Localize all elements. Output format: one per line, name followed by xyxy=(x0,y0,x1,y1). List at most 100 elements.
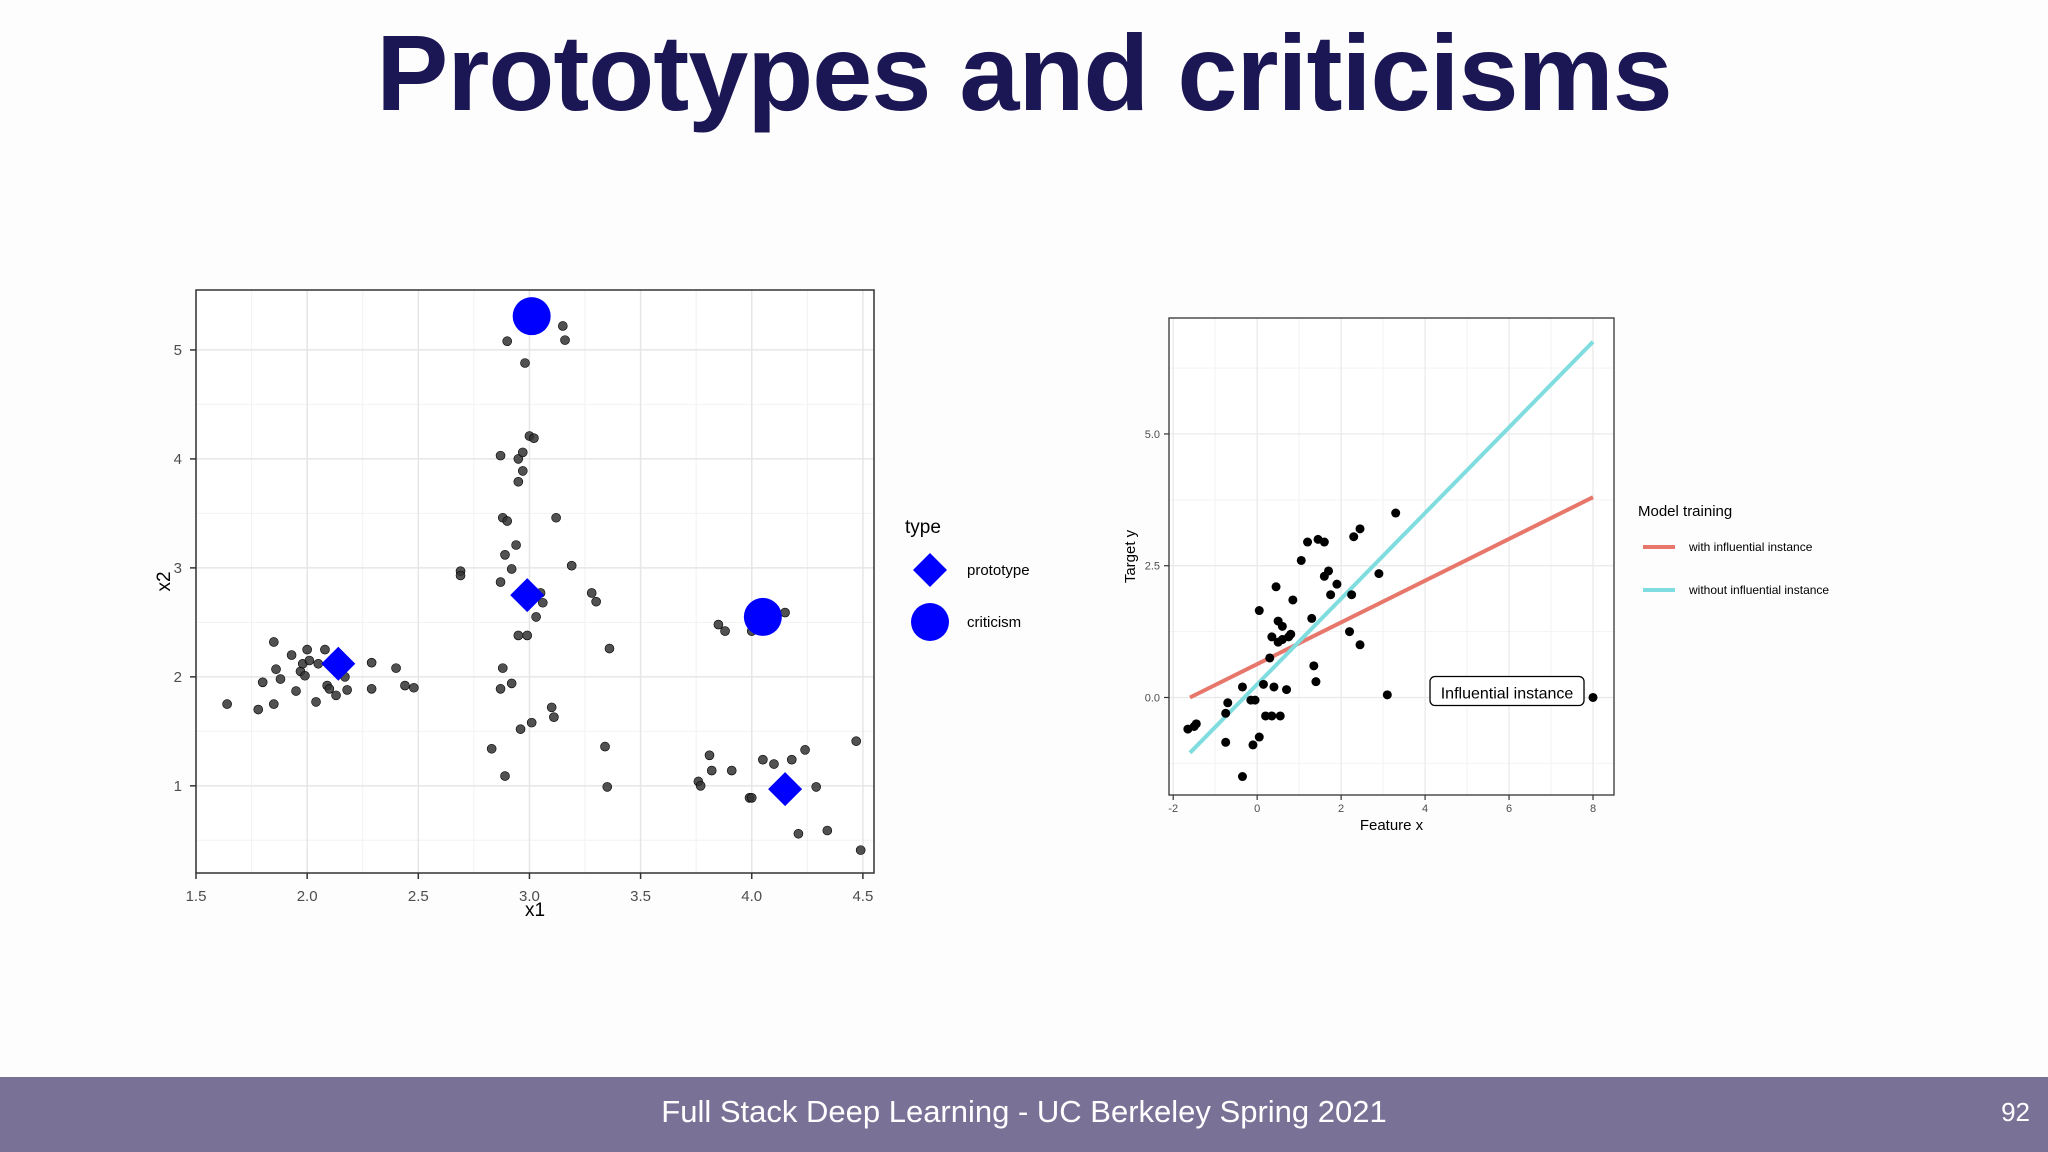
data-point xyxy=(1282,685,1292,695)
data-point xyxy=(286,650,297,660)
data-point xyxy=(1309,661,1319,671)
data-point xyxy=(551,512,561,523)
data-point xyxy=(253,704,264,715)
y-axis-label: Target y xyxy=(1122,529,1139,583)
data-point xyxy=(1326,590,1336,600)
data-point xyxy=(1191,719,1201,729)
data-point xyxy=(1265,653,1275,663)
criticism-marker xyxy=(512,297,551,336)
data-point xyxy=(1324,566,1334,576)
data-point xyxy=(1345,627,1355,637)
data-point xyxy=(1254,732,1264,742)
data-point xyxy=(1267,711,1277,721)
data-point xyxy=(529,433,539,444)
data-point xyxy=(304,655,315,666)
data-point xyxy=(1311,677,1321,687)
data-point xyxy=(500,550,510,560)
legend-red-label: with influential instance xyxy=(1688,540,1813,554)
data-point xyxy=(497,663,508,673)
data-point xyxy=(746,793,757,803)
data-point xyxy=(1237,772,1247,782)
data-point xyxy=(602,782,613,792)
data-point xyxy=(291,686,301,696)
data-point xyxy=(720,626,730,636)
y-tick-label: 2 xyxy=(174,669,182,686)
data-point xyxy=(409,682,419,693)
data-point xyxy=(1374,569,1384,579)
data-point xyxy=(517,447,528,458)
legend-criticism-label: criticism xyxy=(967,614,1021,631)
data-point xyxy=(1382,690,1392,700)
y-axis-label: x2 xyxy=(154,571,175,591)
data-point xyxy=(391,663,401,673)
data-point xyxy=(1271,582,1281,592)
data-point xyxy=(455,570,466,581)
data-point xyxy=(1588,692,1598,702)
plot-border xyxy=(195,289,875,874)
data-point xyxy=(331,690,341,701)
prototype-marker xyxy=(321,646,356,681)
data-point xyxy=(324,684,335,694)
data-point xyxy=(320,644,330,655)
data-point xyxy=(1391,508,1401,518)
data-point xyxy=(1250,695,1260,705)
data-point xyxy=(560,335,570,345)
y-tick-label: 3 xyxy=(174,560,182,577)
annotation-box xyxy=(1429,675,1585,707)
plot-border xyxy=(1168,317,1615,796)
x-tick-label: 4.0 xyxy=(741,888,762,905)
x-axis-label: x1 xyxy=(525,900,545,921)
x-tick-label: 3.0 xyxy=(519,888,540,905)
data-point xyxy=(271,664,281,675)
x-tick-label: 3.5 xyxy=(630,888,651,905)
data-point xyxy=(515,724,526,734)
prototype-marker xyxy=(510,578,545,613)
x-tick-label: 4 xyxy=(1422,803,1428,815)
data-point xyxy=(1349,532,1359,542)
slide-title: Prototypes and criticisms xyxy=(376,12,1672,133)
data-point xyxy=(500,771,510,781)
data-point xyxy=(513,454,524,464)
data-point xyxy=(222,699,232,709)
data-point xyxy=(713,619,724,630)
x-tick-label: -2 xyxy=(1168,803,1178,815)
data-point xyxy=(851,736,862,746)
data-point xyxy=(1275,711,1285,721)
data-point xyxy=(566,560,577,571)
legend-prototype-marker xyxy=(913,553,947,587)
data-point xyxy=(1223,698,1233,708)
data-point xyxy=(800,745,810,755)
data-point xyxy=(495,684,506,694)
data-point xyxy=(513,476,524,487)
data-point xyxy=(300,670,310,681)
y-tick-label: 0.0 xyxy=(1145,692,1160,704)
prototypes-criticisms-scatter: 1.5 2.0 2.5 3.0 3.5 4.0 4.5 1 2 3 4 5 x1 x2 type protot… xyxy=(154,289,1030,921)
annotation-label: Influential instance xyxy=(1441,685,1574,702)
criticism-marker xyxy=(743,597,782,636)
data-point xyxy=(695,781,706,791)
data-point xyxy=(400,680,410,691)
data-point xyxy=(502,516,513,526)
legend-prototype-label: prototype xyxy=(967,562,1030,579)
data-point xyxy=(586,588,597,598)
data-point xyxy=(549,712,559,722)
legend-title: Model training xyxy=(1638,503,1732,520)
data-point xyxy=(1355,640,1365,650)
data-point xyxy=(502,336,513,347)
regression-line xyxy=(1189,495,1594,700)
y-tick-label: 1 xyxy=(174,778,182,795)
data-point xyxy=(517,466,528,476)
data-point xyxy=(1248,740,1258,750)
y-tick-label: 2.5 xyxy=(1145,561,1160,573)
legend-blue-label: without influential instance xyxy=(1688,583,1829,597)
data-point xyxy=(1221,708,1231,718)
data-point xyxy=(557,321,568,331)
data-point xyxy=(275,674,286,684)
x-tick-label: 8 xyxy=(1590,803,1596,815)
data-point xyxy=(537,597,548,608)
x-tick-label: 6 xyxy=(1506,803,1512,815)
data-point xyxy=(506,678,517,689)
data-point xyxy=(1277,621,1287,631)
x-axis-label: Feature x xyxy=(1360,817,1424,834)
